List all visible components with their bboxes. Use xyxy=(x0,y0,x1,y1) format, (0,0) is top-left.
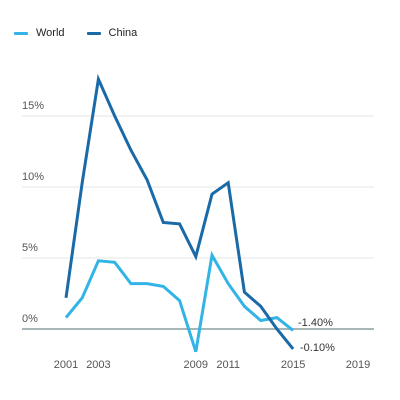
y-tick-label-2: 10% xyxy=(22,171,44,183)
annotation-world-end: -1.40% xyxy=(298,317,333,329)
x-tick-label-4: 2015 xyxy=(281,359,305,371)
y-tick-label-3: 15% xyxy=(22,100,44,112)
legend-label-world: World xyxy=(36,27,65,39)
series-line-china xyxy=(64,73,295,350)
series-line-world xyxy=(64,250,295,353)
x-tick-label-1: 2003 xyxy=(86,359,110,371)
legend-item-china: China xyxy=(86,27,138,39)
legend-swatch-china xyxy=(86,31,101,35)
legend-swatch-world xyxy=(14,31,28,35)
y-tick-label-1: 5% xyxy=(22,242,38,254)
legend: World China xyxy=(14,27,137,39)
y-tick-label-0: 0% xyxy=(22,313,38,325)
annotation-china-end: -0.10% xyxy=(300,342,335,354)
x-tick-label-0: 2001 xyxy=(54,359,78,371)
x-tick-label-3: 2011 xyxy=(216,359,240,371)
x-tick-label-5: 2019 xyxy=(346,359,370,371)
legend-item-world: World xyxy=(14,27,65,39)
x-tick-label-2: 2009 xyxy=(184,359,208,371)
legend-label-china: China xyxy=(108,27,138,39)
